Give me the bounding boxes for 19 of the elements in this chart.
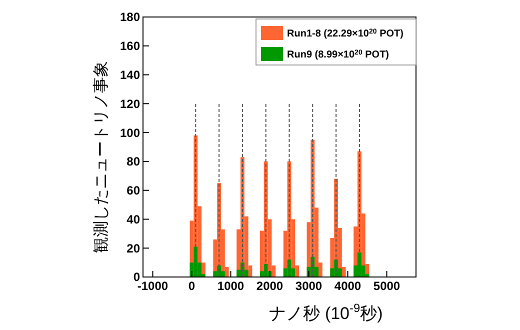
x-tick-label: 0 bbox=[188, 279, 196, 293]
y-tick-label: 20 bbox=[126, 241, 140, 256]
legend-label: Run9 (8.99×10$^{20}$ POT) bbox=[287, 49, 390, 60]
y-tick-label: 80 bbox=[126, 154, 140, 169]
x-tick-label: 5000 bbox=[373, 279, 400, 293]
y-tick-label: 180 bbox=[120, 10, 140, 24]
x-axis-title: ナノ秒 (10$^{-9}$秒) bbox=[269, 301, 383, 323]
legend-label: Run1-8 (22.29×10$^{20}$ POT) bbox=[287, 28, 404, 40]
x-tick-label: 3000 bbox=[295, 279, 322, 293]
y-tick-label: 100 bbox=[120, 126, 140, 140]
y-tick-label: 120 bbox=[120, 96, 140, 111]
x-tick-label: 2000 bbox=[256, 279, 284, 293]
x-tick-label: 4000 bbox=[334, 279, 362, 293]
y-axis-title: 観測したニュートリノ事象 bbox=[92, 61, 110, 253]
y-tick-label: 160 bbox=[120, 39, 140, 54]
y-tick-label: 140 bbox=[120, 68, 140, 82]
y-tick-label: 60 bbox=[126, 184, 140, 198]
x-tick-label: 1000 bbox=[217, 279, 244, 293]
y-tick-label: 40 bbox=[126, 212, 140, 226]
